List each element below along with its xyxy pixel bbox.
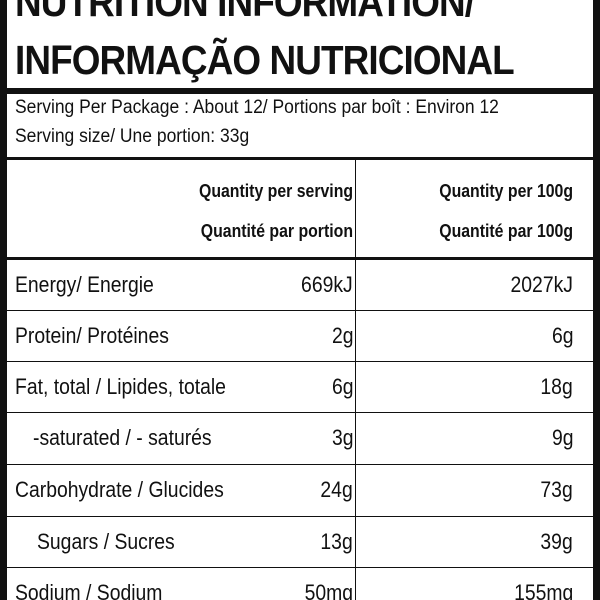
row-divider	[7, 361, 593, 362]
nutrient-row-sugars: Sugars / Sucres 13g 39g	[7, 517, 593, 569]
top-divider	[7, 88, 593, 94]
servings-per-package: Serving Per Package : About 12/ Portions…	[15, 97, 499, 118]
table-top-divider	[7, 257, 593, 260]
per-serving-value: 13g	[320, 529, 353, 554]
per-serving-value: 24g	[320, 477, 353, 502]
per-100g-value: 155mg	[513, 580, 573, 600]
row-divider	[7, 464, 593, 465]
nutrient-row-protein: Protein/ Protéines 2g 6g	[7, 311, 593, 363]
column-divider	[355, 157, 356, 600]
column-header-per-100g-en: Quantity per 100g	[439, 181, 573, 201]
nutrient-row-sodium: Sodium / Sodium 50mg 155mg	[7, 568, 593, 600]
nutrient-label: Sodium / Sodium	[15, 580, 163, 600]
nutrient-label: Energy/ Energie	[15, 272, 154, 297]
per-100g-value: 18g	[540, 374, 573, 399]
column-header-per-100g-fr: Quantité par 100g	[439, 221, 573, 241]
row-divider	[7, 516, 593, 517]
nutrient-label: -saturated / - saturés	[33, 425, 212, 450]
column-header-per-serving-en: Quantity per serving	[198, 181, 353, 201]
nutrient-row-fat-total: Fat, total / Lipides, totale 6g 18g	[7, 362, 593, 414]
per-serving-value: 50mg	[304, 580, 353, 600]
per-serving-value: 6g	[331, 374, 353, 399]
per-serving-value: 2g	[331, 323, 353, 348]
serving-size: Serving size/ Une portion: 33g	[15, 126, 250, 147]
per-100g-value: 6g	[551, 323, 573, 348]
nutrient-row-saturated: -saturated / - saturés 3g 9g	[7, 413, 593, 465]
nutrient-row-energy: Energy/ Energie 669kJ 2027kJ	[7, 260, 593, 312]
title-english: NUTRITION INFORMATION/	[15, 0, 475, 25]
header-divider	[7, 157, 593, 160]
title-portuguese: INFORMAÇÃO NUTRICIONAL	[15, 37, 515, 83]
row-divider	[7, 412, 593, 413]
row-divider	[7, 567, 593, 568]
column-header-per-serving-fr: Quantité par portion	[200, 221, 353, 241]
nutrient-label: Sugars / Sucres	[37, 529, 175, 554]
per-serving-value: 669kJ	[301, 272, 353, 297]
nutrient-label: Carbohydrate / Glucides	[15, 477, 224, 502]
nutrient-row-carbohydrate: Carbohydrate / Glucides 24g 73g	[7, 465, 593, 517]
per-100g-value: 39g	[540, 529, 573, 554]
nutrient-label: Fat, total / Lipides, totale	[15, 374, 226, 399]
per-serving-value: 3g	[331, 425, 353, 450]
nutrient-label: Protein/ Protéines	[15, 323, 169, 348]
per-100g-value: 73g	[540, 477, 573, 502]
per-100g-value: 9g	[551, 425, 573, 450]
row-divider	[7, 310, 593, 311]
per-100g-value: 2027kJ	[510, 272, 573, 297]
